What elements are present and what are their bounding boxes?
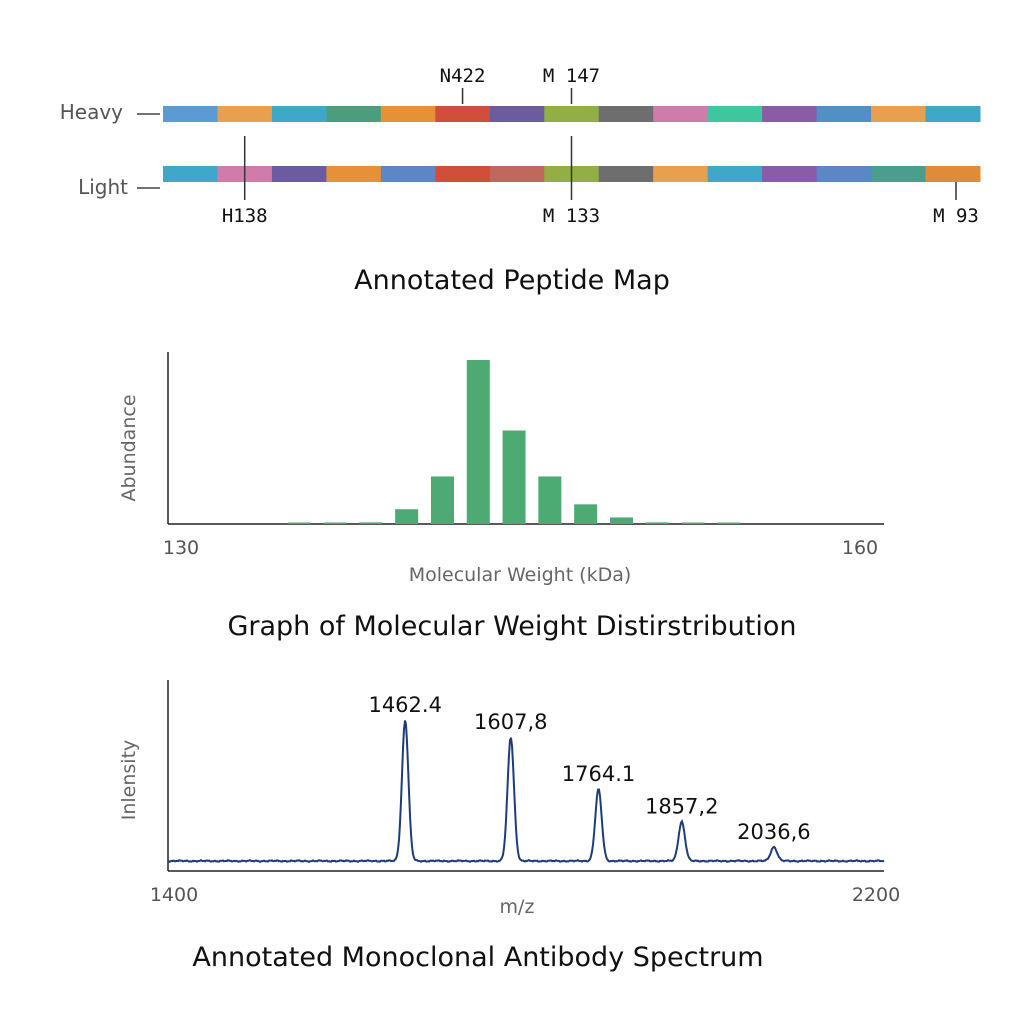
heavy-segment-15 (925, 106, 981, 122)
heavy-segment-1 (163, 106, 218, 122)
light-segment-3 (271, 166, 327, 182)
heavy-segment-9 (598, 106, 654, 122)
light-segment-4 (326, 166, 382, 182)
peptide-annotation-m93: M 93 (933, 205, 979, 227)
light-segment-10 (653, 166, 709, 182)
mw-bar-10 (609, 517, 633, 524)
heavy-segment-6 (435, 106, 491, 122)
peptide-map-title: Annotated Peptide Map (354, 265, 670, 296)
mw-bar-12 (681, 522, 705, 524)
light-segment-1 (163, 166, 218, 182)
heavy-segment-8 (544, 106, 600, 122)
mw-chart-title: Graph of Molecular Weight Distirstributi… (227, 611, 796, 642)
light-segment-11 (707, 166, 763, 182)
mw-tick-max: 160 (842, 537, 878, 559)
spectrum-peak-label-3: 1764.1 (562, 762, 635, 786)
molecular-weight-panel: 130 160 Molecular Weight (kDa) Abundance… (118, 352, 884, 642)
spectrum-peak-label-5: 2036,6 (737, 820, 810, 844)
heavy-chain-label: Heavy (60, 100, 123, 124)
mw-bar-6 (466, 360, 490, 524)
mw-bar-4 (395, 509, 419, 524)
mw-bar-9 (574, 504, 598, 524)
heavy-segment-11 (707, 106, 763, 122)
mw-tick-min: 130 (163, 537, 199, 559)
spectrum-peak-label-1: 1462.4 (368, 693, 441, 717)
mw-x-axis-label: Molecular Weight (kDa) (409, 564, 632, 586)
mw-bars (287, 360, 741, 524)
peptide-annotations: N422 M 147 H138 M 133 M 93 (222, 65, 979, 227)
spectrum-peak-label-4: 1857,2 (645, 795, 718, 819)
peptide-map-panel: Heavy Light N422 M 147 H138 M 133 M 93 Annot… (60, 65, 981, 296)
peptide-annotation-m133: M 133 (543, 205, 600, 227)
spectrum-chart-title: Annotated Monoclonal Antibody Spectrum (192, 942, 763, 973)
light-segment-13 (816, 166, 872, 182)
light-chain-label: Light (78, 175, 128, 199)
spectrum-panel: 1462.4 1607,8 1764.1 1857,2 2036,6 1400 2200… (118, 680, 900, 973)
heavy-segment-12 (762, 106, 818, 122)
mw-bar-11 (645, 522, 669, 524)
heavy-segment-10 (653, 106, 709, 122)
heavy-segment-3 (271, 106, 327, 122)
spectrum-series-line (167, 720, 885, 864)
mw-bar-1 (287, 522, 311, 524)
mw-y-axis-label: Abundance (118, 394, 140, 501)
heavy-segment-5 (380, 106, 436, 122)
spectrum-tick-min: 1400 (150, 884, 198, 906)
heavy-segment-7 (489, 106, 545, 122)
heavy-segment-14 (871, 106, 927, 122)
spectrum-y-axis-label: Inlensity (118, 740, 140, 821)
mw-bar-7 (502, 430, 526, 524)
mw-bar-13 (717, 522, 741, 524)
light-segment-12 (762, 166, 818, 182)
heavy-chain-bar (163, 106, 981, 122)
mw-bar-3 (359, 522, 383, 524)
mw-bar-2 (323, 522, 347, 524)
peptide-annotation-m147: M 147 (543, 65, 600, 87)
mw-bar-8 (538, 476, 562, 524)
light-segment-9 (598, 166, 654, 182)
peptide-annotation-n422: N422 (440, 65, 486, 87)
heavy-segment-4 (326, 106, 382, 122)
light-segment-7 (489, 166, 545, 182)
peptide-annotation-h138: H138 (222, 205, 268, 227)
light-segment-14 (871, 166, 927, 182)
spectrum-x-axis-label: m/z (500, 896, 535, 918)
light-segment-15 (925, 166, 981, 182)
spectrum-peak-labels: 1462.4 1607,8 1764.1 1857,2 2036,6 (368, 693, 810, 844)
heavy-segment-13 (816, 106, 872, 122)
mw-bar-5 (430, 476, 454, 524)
spectrum-peak-label-2: 1607,8 (474, 710, 547, 734)
light-segment-6 (435, 166, 491, 182)
spectrum-tick-max: 2200 (852, 884, 900, 906)
heavy-segment-2 (217, 106, 273, 122)
light-segment-5 (380, 166, 436, 182)
